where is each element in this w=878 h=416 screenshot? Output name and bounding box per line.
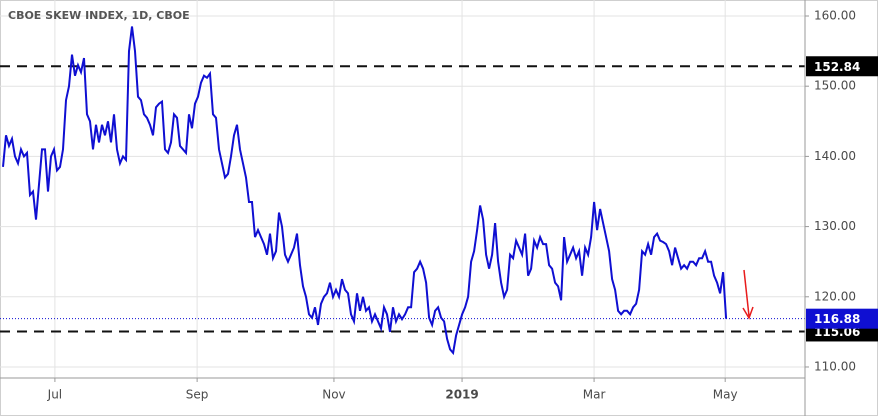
y-tick-label: 110.00	[814, 359, 856, 373]
x-tick-label: Mar	[583, 388, 606, 402]
level-label: 152.84	[814, 60, 860, 74]
chart-title: CBOE SKEW INDEX, 1D, CBOE	[8, 9, 190, 22]
x-tick-label: 2019	[445, 388, 478, 402]
arrow-annotation	[742, 269, 754, 320]
level-label-box	[806, 56, 878, 77]
last-value-label: 116.88	[814, 312, 860, 326]
y-tick-label: 140.00	[814, 149, 856, 163]
last-value-box	[806, 308, 878, 329]
y-tick-label: 150.00	[814, 79, 856, 93]
x-tick-label: Jul	[47, 388, 62, 402]
plot	[0, 26, 805, 356]
x-tick-label: Sep	[186, 388, 209, 402]
y-tick-label: 120.00	[814, 289, 856, 303]
grid	[0, 0, 805, 378]
series-line	[2, 26, 728, 356]
y-tick-label: 130.00	[814, 219, 856, 233]
x-tick-label: Nov	[322, 388, 345, 402]
x-tick-label: May	[713, 388, 738, 402]
y-tick-label: 160.00	[814, 9, 856, 23]
